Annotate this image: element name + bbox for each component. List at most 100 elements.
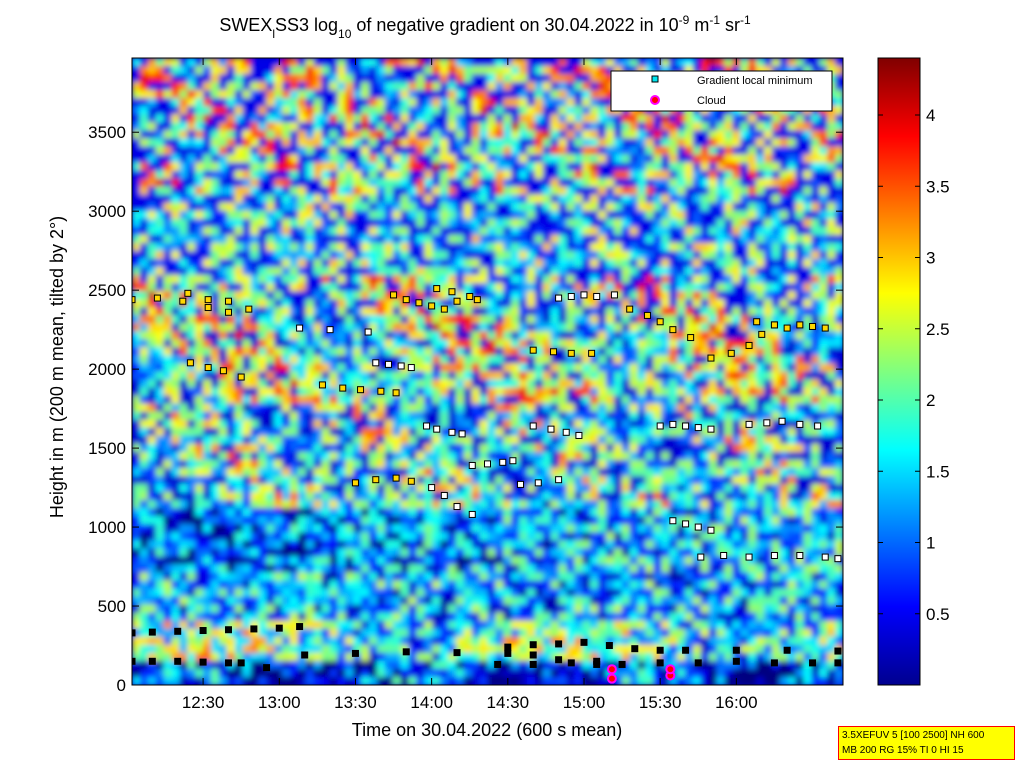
gradient-minimum-marker: [296, 324, 304, 332]
y-tick-label: 500: [98, 597, 126, 616]
gradient-minimum-marker: [567, 349, 575, 357]
gradient-minimum-marker: [682, 422, 690, 430]
gradient-minimum-marker: [745, 341, 753, 349]
legend-marker-gradient-minimum: [651, 75, 659, 83]
gradient-minimum-marker: [468, 461, 476, 469]
x-axis-label: Time on 30.04.2022 (600 s mean): [352, 720, 623, 740]
gradient-minimum-marker: [402, 296, 410, 304]
x-tick-label: 15:30: [639, 693, 682, 712]
gradient-minimum-marker: [669, 420, 677, 428]
cloud-marker: [665, 664, 676, 675]
gradient-minimum-marker: [821, 553, 829, 561]
gradient-minimum-marker: [562, 428, 570, 436]
gradient-minimum-marker: [694, 523, 702, 531]
gradient-minimum-marker: [758, 330, 766, 338]
plot-frame: [131, 57, 844, 686]
gradient-minimum-marker: [224, 626, 232, 634]
gradient-minimum-marker: [707, 526, 715, 534]
cloud-layer: [606, 664, 676, 684]
gradient-minimum-marker: [753, 318, 761, 326]
gradient-minimum-marker: [580, 638, 588, 646]
gradient-minimum-marker: [529, 660, 537, 668]
cloud-marker: [606, 673, 617, 684]
gradient-minimum-marker: [237, 659, 245, 667]
x-tick-label: 15:00: [563, 693, 606, 712]
gradient-minimum-marker: [727, 349, 735, 357]
x-tick-label: 16:00: [715, 693, 758, 712]
gradient-minimum-marker: [821, 324, 829, 332]
gradient-minimum-marker: [732, 646, 740, 654]
gradient-minimum-marker: [770, 659, 778, 667]
gradient-minimum-marker: [707, 425, 715, 433]
heatmap-layer: [132, 58, 843, 685]
colorbar-tick-label: 1: [926, 534, 935, 553]
gradient-minimum-marker: [186, 359, 194, 367]
gradient-minimum-marker: [364, 328, 372, 336]
gradient-minimum-marker: [720, 551, 728, 559]
gradient-minimum-marker: [529, 422, 537, 430]
gradient-minimum-marker: [392, 389, 400, 397]
y-tick-label: 1000: [88, 518, 126, 537]
gradient-minimum-marker: [783, 324, 791, 332]
colorbar-tick-label: 3: [926, 249, 935, 268]
gradient-minimum-marker: [184, 289, 192, 297]
gradient-minimum-marker: [778, 417, 786, 425]
gradient-minimum-marker: [669, 326, 677, 334]
gradient-minimum-marker: [796, 420, 804, 428]
gradient-minimum-marker: [339, 384, 347, 392]
gradient-minimum-marker: [550, 348, 558, 356]
gradient-minimum-marker: [372, 476, 380, 484]
colorbar: [877, 57, 921, 686]
x-tick-label: 12:30: [182, 693, 225, 712]
gradient-minimum-marker: [466, 292, 474, 300]
x-tick-label: 13:30: [334, 693, 377, 712]
gradient-minimum-marker: [631, 645, 639, 653]
gradient-minimum-marker: [694, 659, 702, 667]
cloud-marker: [606, 664, 617, 675]
legend-label-gradient-minimum: Gradient local minimum: [697, 75, 813, 87]
gradient-minimum-marker: [643, 311, 651, 319]
gradient-minimum-marker: [237, 373, 245, 381]
gradient-minimum-marker: [148, 657, 156, 665]
gradient-minimum-marker: [770, 551, 778, 559]
gradient-minimum-marker: [179, 297, 187, 305]
gradient-minimum-marker: [204, 364, 212, 372]
gradient-minimum-marker: [610, 291, 618, 299]
gradient-minimum-marker: [296, 623, 304, 631]
gradient-minimum-marker: [132, 629, 136, 637]
gradient-minimum-marker: [834, 659, 842, 667]
gradient-minimum-marker: [656, 318, 664, 326]
gradient-minimum-marker: [593, 660, 601, 668]
gradient-minimum-marker: [509, 457, 517, 465]
gradient-minimum-marker: [351, 649, 359, 657]
gradient-minimum-marker: [834, 555, 842, 563]
gradient-minimum-marker: [351, 479, 359, 487]
gradient-minimum-marker: [326, 326, 334, 334]
marker-layer: [132, 285, 842, 672]
gradient-minimum-marker: [132, 657, 136, 665]
gradient-minimum-marker: [682, 520, 690, 528]
gradient-minimum-marker: [433, 425, 441, 433]
colorbar-tick-label: 2: [926, 391, 935, 410]
gradient-minimum-marker: [567, 659, 575, 667]
gradient-minimum-marker: [357, 386, 365, 394]
gradient-minimum-marker: [372, 359, 380, 367]
gradient-minimum-marker: [390, 291, 398, 299]
gradient-minimum-marker: [809, 322, 817, 330]
x-axis: 12:30 13:00 13:30 14:00 14:30 15:00 15:30 16:00: [182, 58, 758, 712]
gradient-minimum-marker: [245, 305, 253, 313]
gradient-minimum-marker: [796, 551, 804, 559]
chart-title: SWEXlSS3 log10 of negative gradient on 3…: [219, 13, 751, 41]
gradient-minimum-marker: [529, 641, 537, 649]
gradient-minimum-marker: [407, 364, 415, 372]
gradient-minimum-marker: [132, 296, 136, 304]
gradient-minimum-marker: [453, 503, 461, 511]
gradient-minimum-marker: [219, 367, 227, 375]
gradient-minimum-marker: [484, 460, 491, 468]
gradient-minimum-marker: [529, 346, 537, 354]
x-tick-label: 14:00: [410, 693, 453, 712]
gradient-minimum-marker: [392, 474, 400, 482]
y-tick-label: 2500: [88, 281, 126, 300]
colorbar-tick-label: 0.5: [926, 605, 950, 624]
gradient-minimum-marker: [682, 646, 690, 654]
